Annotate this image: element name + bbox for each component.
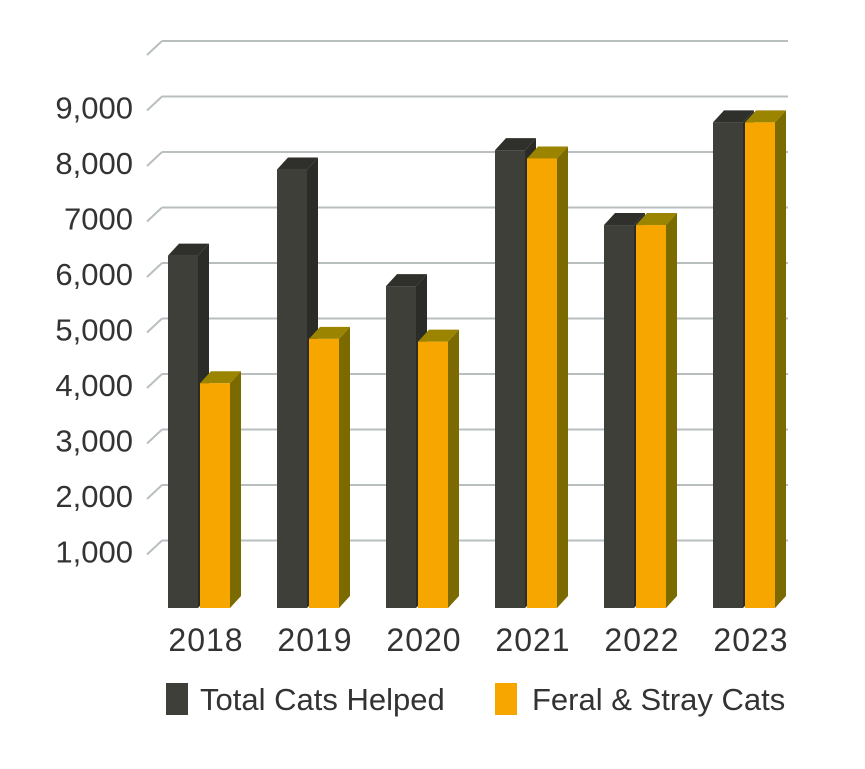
y-tick-label: 7000 (64, 202, 133, 237)
gridline-slant (146, 206, 163, 223)
bar-feral-2022-front (636, 225, 666, 609)
x-tick-label: 2020 (386, 622, 461, 658)
x-tick-label: 2023 (713, 622, 788, 658)
bar-feral-2022 (636, 213, 677, 609)
y-tick-label: 4,000 (55, 368, 133, 403)
legend-swatch (166, 683, 188, 715)
y-tick-label: 6,000 (55, 257, 133, 292)
y-axis-ticks: 1,000 2,000 3,000 4,000 5,000 6,000 7000 8,000 9… (55, 91, 133, 570)
bar-total-2021-top (495, 138, 536, 151)
gridlines (146, 40, 788, 556)
gridline-slant (146, 484, 163, 500)
y-tick-label: 1,000 (55, 535, 133, 570)
gridline-slant (146, 262, 163, 278)
y-tick-label: 3,000 (55, 424, 133, 459)
bars (168, 110, 786, 609)
bar-feral-2019-side (339, 326, 350, 608)
bar-total-2020-front (386, 286, 416, 608)
bar-total-2022-top (604, 213, 645, 226)
bar-feral-2020 (418, 329, 459, 608)
legend-label: Feral & Stray Cats (532, 682, 785, 717)
bar-total-2022-front (604, 225, 634, 609)
bar-feral-2019 (309, 326, 350, 608)
bar-feral-2022-top (636, 213, 677, 226)
bar-total-2020-top (386, 274, 427, 287)
bar-total-2023-front (713, 122, 743, 608)
y-tick-label: 8,000 (55, 146, 133, 181)
legend-swatch (495, 683, 517, 715)
bar-feral-2020-side (448, 329, 459, 608)
x-tick-label: 2022 (604, 622, 679, 658)
bar-feral-2019-front (309, 338, 339, 608)
bar-feral-2018-front (200, 383, 230, 608)
bar-feral-2021 (527, 146, 568, 608)
bar-feral-2018 (200, 371, 241, 608)
x-axis-ticks: 2018 2019 2020 2021 2022 2023 (168, 622, 788, 658)
bar-feral-2019-top (309, 326, 350, 339)
bar-feral-2020-top (418, 329, 459, 342)
x-tick-label: 2018 (168, 622, 243, 658)
gridline-slant (146, 317, 163, 334)
bar-total-2021-front (495, 150, 525, 608)
y-tick-label: 9,000 (55, 91, 133, 126)
gridline-slant (146, 151, 163, 167)
bar-feral-2021-top (527, 146, 568, 159)
y-tick-label: 5,000 (55, 313, 133, 348)
bar-total-2018-top (168, 243, 209, 256)
bar-total-2023-top (713, 110, 754, 123)
bar-total-2019-front (277, 169, 307, 609)
x-tick-label: 2021 (495, 622, 570, 658)
legend-label: Total Cats Helped (200, 682, 445, 717)
bar-feral-2021-side (557, 146, 568, 608)
bar-feral-2018-side (230, 371, 241, 608)
y-tick-label: 2,000 (55, 479, 133, 514)
bar-total-2019-top (277, 157, 318, 170)
bar-feral-2023-top (745, 110, 786, 123)
legend: Total Cats Helped Feral & Stray Cats (166, 682, 785, 717)
bar-feral-2018-top (200, 371, 241, 384)
x-tick-label: 2019 (277, 622, 352, 658)
bar-feral-2020-front (418, 341, 448, 608)
gridline-slant (146, 40, 163, 56)
gridline-slant (146, 539, 163, 556)
bar-feral-2023-side (775, 110, 786, 608)
bar-feral-2023-front (745, 122, 775, 608)
gridline-slant (146, 95, 163, 112)
gridline-slant (146, 373, 163, 389)
bar-feral-2022-side (666, 213, 677, 609)
bar-feral-2021-front (527, 158, 557, 608)
gridline-slant (146, 428, 163, 445)
bar-total-2018-front (168, 255, 198, 608)
bar-feral-2023 (745, 110, 786, 608)
